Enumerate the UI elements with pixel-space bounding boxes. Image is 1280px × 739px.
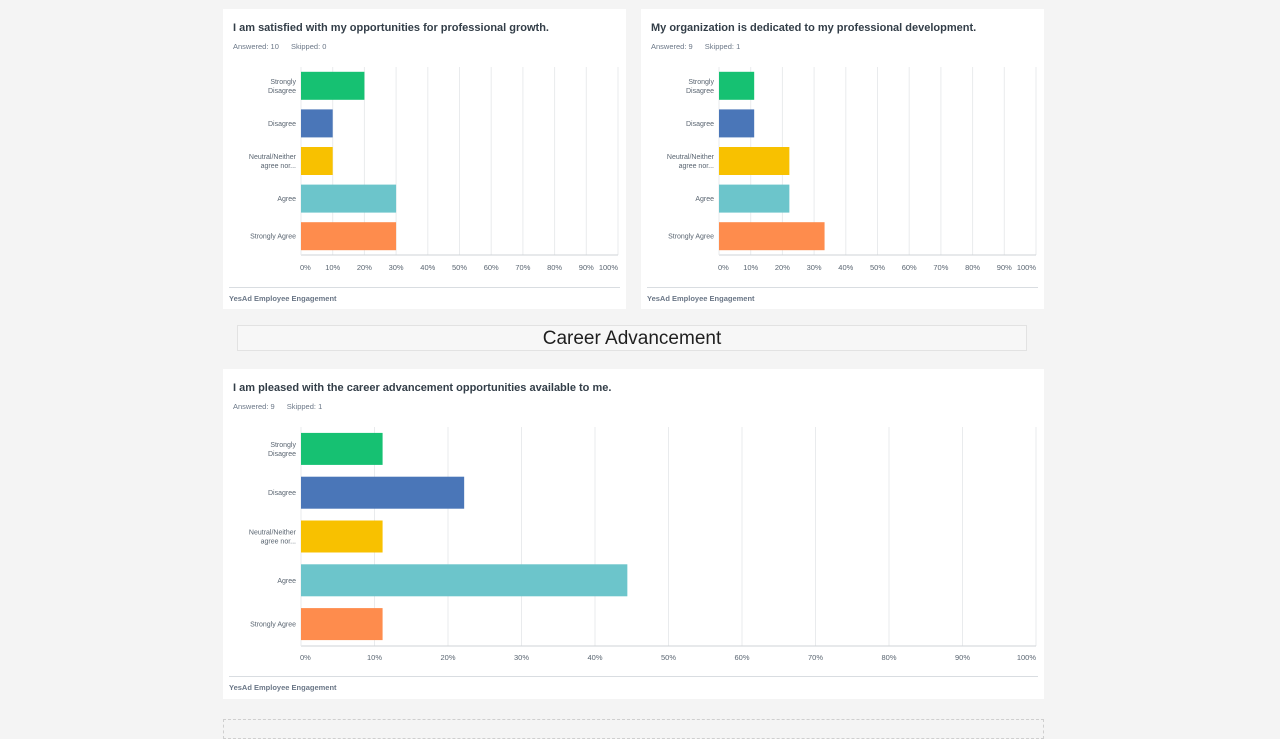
category-label-agree: Agree [695,196,714,203]
category-label-strongly-agree: Strongly Agree [250,622,296,629]
x-tick-label: 30% [807,263,822,272]
response-counts: Answered: 10 Skipped: 0 [233,42,336,51]
bar-chart: 0% 10% 20% 30% 40% 50% 60% 70% 80% 90% 100% Strongl… [667,67,1037,272]
bar-neutral[interactable] [301,147,333,175]
x-tick-label: 60% [734,653,749,662]
x-tick-label: 30% [389,263,404,272]
bar-disagree[interactable] [719,109,755,138]
bar-chart: 0% 10% 20% 30% 40% 50% 60% 70% 80% 90% 100% Strongl… [249,427,1037,662]
next-section-placeholder [223,719,1044,739]
x-tick-label: 100% [1017,653,1037,662]
category-label-disagree: Disagree [268,490,296,497]
bar-strongly-disagree[interactable] [301,432,383,465]
x-tick-label: 90% [579,263,594,272]
bar-disagree[interactable] [301,109,333,138]
x-tick-label: 100% [599,263,619,272]
category-label-agree: Agree [277,196,296,203]
bar-agree[interactable] [301,564,628,597]
category-label-neutral: Neutral/Neither [667,154,715,161]
category-label-neutral: Neutral/Neither [249,530,297,537]
question-title: I am pleased with the career advancement… [233,382,612,394]
question-title: My organization is dedicated to my profe… [651,22,977,34]
x-tick-label: 70% [808,653,823,662]
x-tick-label: 0% [300,263,311,272]
x-tick-label: 20% [440,653,455,662]
answered-count: Answered: 10 [233,42,279,51]
bar-chart: 0% 10% 20% 30% 40% 50% 60% 70% 80% 90% 100% Strongl… [249,67,619,272]
bar-strongly-agree[interactable] [301,608,383,641]
category-label-strongly-disagree: Disagree [268,451,296,458]
x-tick-label: 60% [484,263,499,272]
bar-disagree[interactable] [301,476,465,509]
card-footer: YesAd Employee Engagement [647,287,1038,303]
x-tick-label: 60% [902,263,917,272]
category-label-neutral: agree nor... [679,163,714,170]
answered-count: Answered: 9 [651,42,693,51]
x-tick-label: 70% [933,263,948,272]
bar-strongly-agree[interactable] [719,222,825,251]
bar-agree[interactable] [719,184,790,213]
chart-card-professional-development: My organization is dedicated to my profe… [641,9,1044,309]
x-tick-label: 50% [661,653,676,662]
x-tick-label: 0% [718,263,729,272]
category-label-neutral: agree nor... [261,163,296,170]
category-label-strongly-disagree: Strongly [688,79,714,86]
x-tick-label: 70% [515,263,530,272]
category-label-strongly-disagree: Strongly [270,442,296,449]
skipped-count: Skipped: 1 [286,402,323,411]
response-counts: Answered: 9 Skipped: 1 [651,42,750,51]
skipped-count: Skipped: 0 [290,42,327,51]
x-tick-label: 20% [357,263,372,272]
x-tick-label: 40% [587,653,602,662]
x-tick-label: 10% [325,263,340,272]
chart-card-professional-growth: I am satisfied with my opportunities for… [223,9,626,309]
category-label-strongly-disagree: Strongly [270,79,296,86]
category-label-strongly-agree: Strongly Agree [668,234,714,241]
x-tick-label: 50% [452,263,467,272]
x-tick-label: 80% [965,263,980,272]
x-tick-label: 80% [881,653,896,662]
x-tick-label: 20% [775,263,790,272]
category-label-neutral: Neutral/Neither [249,154,297,161]
skipped-count: Skipped: 1 [704,42,741,51]
category-label-disagree: Disagree [686,121,714,128]
x-tick-label: 40% [838,263,853,272]
section-title: Career Advancement [542,328,722,349]
response-counts: Answered: 9 Skipped: 1 [233,402,332,411]
x-tick-label: 10% [367,653,382,662]
x-tick-label: 0% [300,653,311,662]
category-label-strongly-disagree: Disagree [686,88,714,95]
answered-count: Answered: 9 [233,402,275,411]
chart-card-career-advancement: I am pleased with the career advancement… [223,369,1044,699]
card-footer: YesAd Employee Engagement [229,676,1038,692]
x-tick-label: 40% [420,263,435,272]
x-tick-label: 10% [743,263,758,272]
x-tick-label: 90% [955,653,970,662]
bar-neutral[interactable] [301,520,383,553]
bar-agree[interactable] [301,184,397,213]
category-label-strongly-disagree: Disagree [268,88,296,95]
category-label-agree: Agree [277,578,296,585]
category-label-strongly-agree: Strongly Agree [250,234,296,241]
x-tick-label: 100% [1017,263,1037,272]
bar-strongly-disagree[interactable] [719,71,755,100]
bar-strongly-agree[interactable] [301,222,397,251]
x-tick-label: 80% [547,263,562,272]
section-band [237,325,1027,351]
card-footer: YesAd Employee Engagement [229,287,620,303]
category-label-disagree: Disagree [268,121,296,128]
bar-neutral[interactable] [719,147,790,175]
question-title: I am satisfied with my opportunities for… [233,22,549,34]
bar-strongly-disagree[interactable] [301,71,365,100]
x-tick-label: 50% [870,263,885,272]
x-tick-label: 30% [514,653,529,662]
category-label-neutral: agree nor... [261,539,296,546]
x-tick-label: 90% [997,263,1012,272]
